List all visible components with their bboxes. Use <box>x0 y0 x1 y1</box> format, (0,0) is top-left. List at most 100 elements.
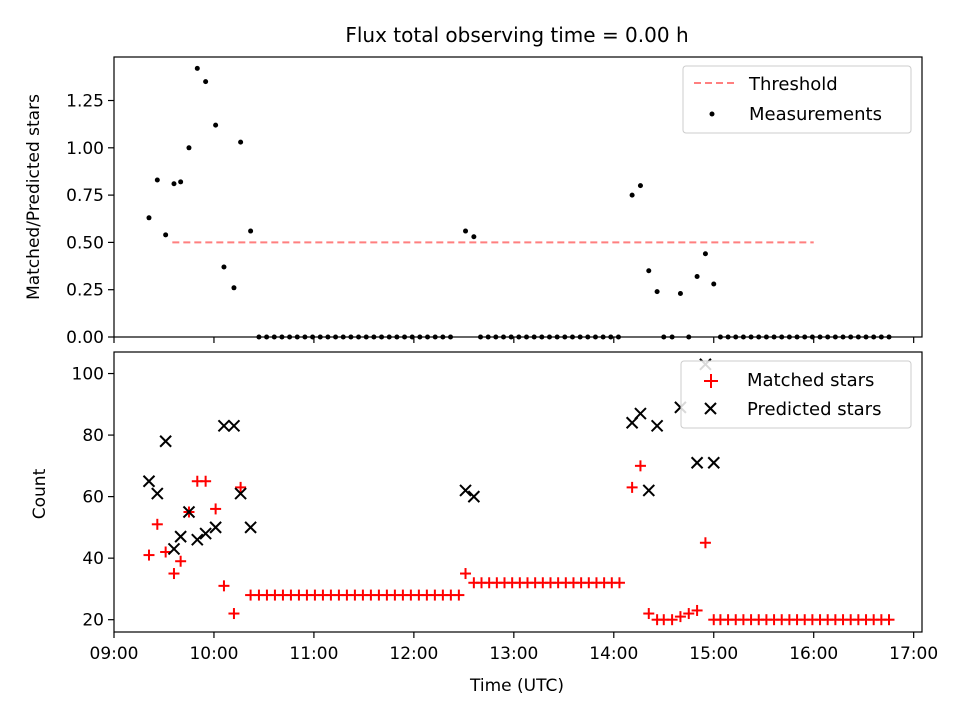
predicted-stars-point <box>227 419 241 433</box>
measurement-point <box>178 179 184 185</box>
x-tick-label: 12:00 <box>389 644 438 664</box>
measurement-point <box>154 177 160 183</box>
matched-stars-point <box>228 608 240 620</box>
matched-stars-point <box>674 611 686 623</box>
count-plot-area <box>142 358 895 626</box>
count-legend: Matched stars Predicted stars <box>680 360 912 429</box>
predicted-stars-point <box>642 484 655 497</box>
matched-stars-point <box>683 608 695 620</box>
measurement-point <box>203 79 209 85</box>
predicted-stars-point <box>634 407 647 420</box>
matched-stars-point <box>634 460 646 472</box>
ratio-plot-frame <box>113 56 923 338</box>
matched-stars-point <box>151 518 163 530</box>
predicted-stars-point <box>650 419 664 433</box>
count-y-tick-label: 20 <box>82 611 104 631</box>
measurement-point <box>221 264 227 270</box>
x-tick-label: 17:00 <box>889 644 938 664</box>
ratio-legend: Threshold Measurements <box>682 65 912 134</box>
predicted-stars-point <box>244 521 257 534</box>
predicted-stars-point <box>167 542 181 556</box>
measurement-point <box>171 181 177 187</box>
measurement-point <box>231 285 237 291</box>
matched-stars-point <box>235 481 247 493</box>
matched-stars-point <box>643 608 655 620</box>
ratio-y-tick-label: 1.25 <box>66 92 104 112</box>
count-y-tick-label: 80 <box>82 426 104 446</box>
ratio-x-tick-marks <box>113 337 915 343</box>
predicted-stars-point <box>707 456 720 469</box>
matched-stars-point <box>699 537 711 549</box>
x-tick-label: 15:00 <box>689 644 738 664</box>
count-y-tick-label: 40 <box>82 549 104 569</box>
count-legend-box <box>680 360 912 429</box>
ratio-panel: 0.00 0.25 0.50 0.75 1.00 1.25 Matched/Predict… <box>24 56 923 348</box>
ratio-y-axis-label: Matched/Predicted stars <box>24 94 44 300</box>
matched-stars-point <box>175 555 187 567</box>
measurement-point <box>694 273 700 279</box>
matched-stars-point <box>460 568 472 580</box>
predicted-stars-point <box>209 521 222 534</box>
predicted-stars-point <box>690 456 704 469</box>
predicted-legend-label: Predicted stars <box>747 399 881 420</box>
matched-stars-point <box>168 568 180 580</box>
ratio-y-tick-label: 0.50 <box>66 233 104 253</box>
predicted-stars-point <box>199 527 212 540</box>
matched-stars-point <box>453 589 465 601</box>
predicted-stars-point <box>459 484 472 497</box>
ratio-y-tick-label: 0.00 <box>66 328 104 348</box>
count-y-tick-label: 60 <box>82 488 104 508</box>
x-tick-label: 14:00 <box>589 644 638 664</box>
x-tick-label: 11:00 <box>289 644 338 664</box>
measurement-point <box>248 228 254 234</box>
matched-stars-point <box>210 503 222 515</box>
predicted-stars-point <box>191 533 204 546</box>
measurement-point <box>677 290 683 296</box>
measurement-point <box>213 122 219 128</box>
ratio-y-tick-label: 0.25 <box>66 281 104 301</box>
matched-legend-marker <box>704 374 718 388</box>
measurement-point <box>146 215 152 221</box>
measurement-point <box>711 281 717 287</box>
predicted-stars-point <box>151 487 164 500</box>
matched-stars-point <box>883 614 895 626</box>
matched-stars-point <box>143 549 155 561</box>
count-y-tick-label: 100 <box>72 365 104 385</box>
measurement-point <box>163 232 169 238</box>
measurements-legend-marker <box>709 111 715 117</box>
predicted-stars-point <box>159 435 172 448</box>
predicted-stars-point <box>217 419 231 433</box>
measurement-point <box>471 234 477 240</box>
chart-title: Flux total observing time = 0.00 h <box>345 23 688 47</box>
predicted-stars-point <box>174 530 187 543</box>
count-plot-frame <box>113 351 923 633</box>
measurement-point <box>463 228 469 234</box>
x-axis-label: Time (UTC) <box>469 676 564 696</box>
predicted-stars-point <box>142 475 156 488</box>
matched-stars-point <box>626 481 638 493</box>
matched-stars-point <box>691 604 703 616</box>
matched-stars-point <box>666 614 678 626</box>
matched-stars-point <box>160 546 172 558</box>
measurement-point <box>194 65 200 71</box>
ratio-y-tick-label: 0.75 <box>66 186 104 206</box>
count-panel: 20 40 60 80 100 09:00 10:00 11:00 12:00 13:00 14:… <box>30 351 938 696</box>
measurement-point <box>702 251 708 257</box>
ratio-y-axis: 0.00 0.25 0.50 0.75 1.00 1.25 <box>66 92 114 348</box>
predicted-stars-point <box>467 490 481 503</box>
count-x-axis: 09:00 10:00 11:00 12:00 13:00 14:00 15:00 16:00… <box>90 632 938 664</box>
measurement-point <box>637 183 643 189</box>
matched-stars-point <box>218 580 230 592</box>
threshold-legend-label: Threshold <box>748 74 838 95</box>
measurement-point <box>238 139 244 145</box>
measurement-point <box>186 145 192 151</box>
x-tick-label: 10:00 <box>189 644 238 664</box>
predicted-stars-point <box>234 487 247 500</box>
ratio-y-tick-label: 1.00 <box>66 139 104 159</box>
predicted-stars-point <box>182 505 196 519</box>
measurement-point <box>646 268 652 274</box>
x-tick-label: 13:00 <box>489 644 538 664</box>
measurement-point <box>654 289 660 295</box>
measurements-legend-label: Measurements <box>749 104 882 125</box>
